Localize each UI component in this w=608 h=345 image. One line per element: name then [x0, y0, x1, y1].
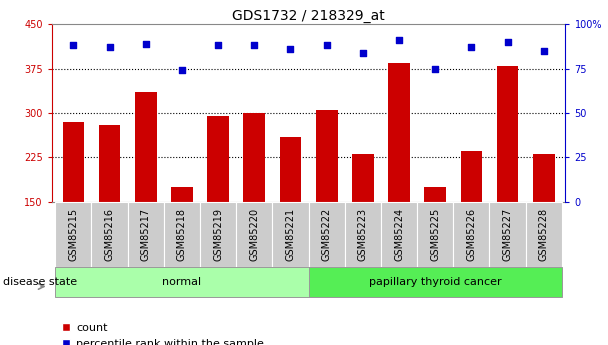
Bar — [171, 187, 193, 202]
Text: GSM85220: GSM85220 — [249, 208, 259, 261]
FancyBboxPatch shape — [128, 202, 164, 267]
FancyBboxPatch shape — [308, 202, 345, 267]
Point — [503, 39, 513, 45]
Point — [249, 43, 259, 48]
Text: GSM85227: GSM85227 — [503, 208, 513, 261]
Text: normal: normal — [162, 277, 201, 287]
Text: GSM85225: GSM85225 — [430, 208, 440, 261]
Bar — [388, 63, 410, 202]
Point — [322, 43, 331, 48]
FancyBboxPatch shape — [55, 267, 308, 297]
FancyBboxPatch shape — [381, 202, 417, 267]
Point — [466, 45, 476, 50]
Text: GSM85218: GSM85218 — [177, 208, 187, 261]
Text: GSM85219: GSM85219 — [213, 208, 223, 261]
Point — [177, 68, 187, 73]
Bar — [280, 137, 302, 202]
Text: papillary thyroid cancer: papillary thyroid cancer — [369, 277, 502, 287]
Point — [69, 43, 78, 48]
Bar — [63, 122, 85, 202]
FancyBboxPatch shape — [55, 202, 91, 267]
Bar — [497, 66, 519, 202]
FancyBboxPatch shape — [454, 202, 489, 267]
FancyBboxPatch shape — [308, 267, 562, 297]
Text: GSM85221: GSM85221 — [286, 208, 295, 261]
Point — [213, 43, 223, 48]
FancyBboxPatch shape — [164, 202, 200, 267]
Point — [430, 66, 440, 71]
Bar — [460, 151, 482, 202]
Point — [539, 48, 548, 53]
Point — [358, 50, 368, 55]
Text: GSM85217: GSM85217 — [140, 208, 151, 261]
Bar — [533, 155, 554, 202]
FancyBboxPatch shape — [489, 202, 526, 267]
Title: GDS1732 / 218329_at: GDS1732 / 218329_at — [232, 9, 385, 23]
FancyBboxPatch shape — [272, 202, 308, 267]
Bar — [316, 110, 337, 202]
Text: GSM85226: GSM85226 — [466, 208, 477, 261]
FancyBboxPatch shape — [91, 202, 128, 267]
Text: GSM85228: GSM85228 — [539, 208, 549, 261]
Text: GSM85215: GSM85215 — [68, 208, 78, 261]
Point — [394, 37, 404, 43]
Bar — [243, 113, 265, 202]
Text: disease state: disease state — [3, 277, 77, 287]
Bar — [98, 125, 120, 202]
FancyBboxPatch shape — [200, 202, 236, 267]
Point — [105, 45, 114, 50]
Point — [286, 46, 295, 52]
Bar — [352, 155, 374, 202]
Text: GSM85216: GSM85216 — [105, 208, 114, 261]
FancyBboxPatch shape — [236, 202, 272, 267]
Bar — [135, 92, 157, 202]
FancyBboxPatch shape — [526, 202, 562, 267]
Text: GSM85224: GSM85224 — [394, 208, 404, 261]
Text: GSM85223: GSM85223 — [358, 208, 368, 261]
Bar — [424, 187, 446, 202]
Point — [141, 41, 151, 47]
Legend: count, percentile rank within the sample: count, percentile rank within the sample — [57, 318, 269, 345]
Bar — [207, 116, 229, 202]
FancyBboxPatch shape — [417, 202, 454, 267]
Text: GSM85222: GSM85222 — [322, 208, 331, 261]
FancyBboxPatch shape — [345, 202, 381, 267]
